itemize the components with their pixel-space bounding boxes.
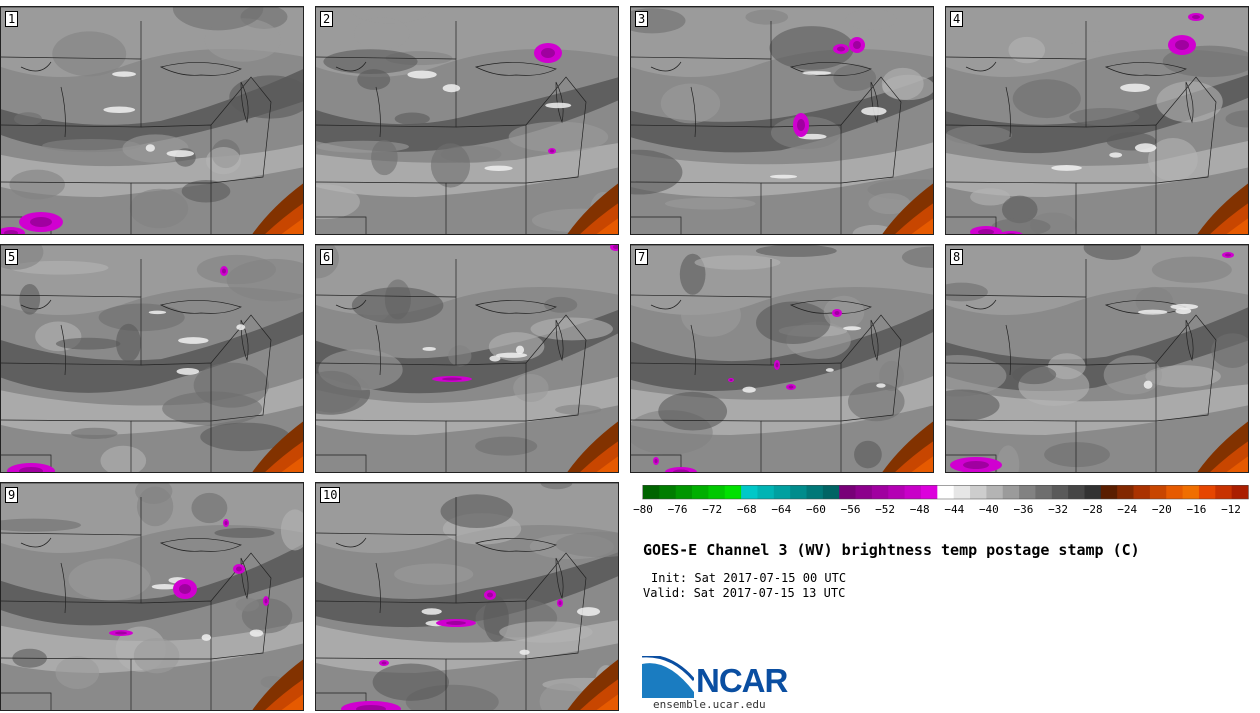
colorbar-tick-label: −16 (1186, 503, 1207, 516)
init-time: Init: Sat 2017-07-15 00 UTC (651, 571, 847, 585)
site-url: ensemble.ucar.edu (653, 698, 766, 711)
colorbar-bin (1051, 485, 1069, 499)
colorbar-tick-label: −68 (736, 503, 757, 516)
wv-map-2 (316, 7, 618, 234)
colorbar-bin (741, 485, 758, 499)
colorbar-tick-label: −56 (840, 503, 861, 516)
stamp-panel-9: 9 (0, 482, 304, 711)
colorbar-bin (806, 485, 824, 499)
ncar-logo-icon (642, 656, 694, 698)
colorbar-bin (1019, 485, 1036, 499)
wv-map-4 (946, 7, 1248, 234)
member-number: 4 (950, 11, 964, 27)
wv-map-9 (1, 483, 303, 710)
stamp-panel-10: 10 (315, 482, 619, 711)
member-number: 5 (5, 249, 19, 265)
wv-map-3 (631, 7, 933, 234)
ncar-wordmark: NCAR (696, 662, 788, 699)
colorbar-tick-label: −20 (1151, 503, 1172, 516)
colorbar-bin (1068, 485, 1085, 499)
plot-title: GOES-E Channel 3 (WV) brightness temp po… (643, 541, 1140, 559)
colorbar-bin (1166, 485, 1183, 499)
colorbar-tick-label: −36 (1013, 503, 1034, 516)
stamp-panel-7: 7 (630, 244, 934, 473)
member-number: 8 (950, 249, 964, 265)
colorbar-bin (757, 485, 775, 499)
colorbar-tick-label: −12 (1221, 503, 1241, 516)
wv-map-6 (316, 245, 618, 472)
colorbar-bin (1100, 485, 1118, 499)
colorbar-bin (675, 485, 693, 499)
colorbar-tick-label: −32 (1048, 503, 1068, 516)
colorbar-bin (1035, 485, 1053, 499)
colorbar-bin (643, 485, 660, 499)
colorbar-bin (1149, 485, 1167, 499)
stamp-panel-2: 2 (315, 6, 619, 235)
stamp-panel-4: 4 (945, 6, 1249, 235)
colorbar-tick-label: −44 (944, 503, 965, 516)
member-number: 9 (5, 487, 19, 503)
member-number: 3 (635, 11, 649, 27)
member-number: 1 (5, 11, 19, 27)
colorbar-bin (708, 485, 726, 499)
colorbar-tick-label: −48 (909, 503, 930, 516)
member-number: 7 (635, 249, 649, 265)
colorbar-bin (1084, 485, 1102, 499)
colorbar-bin (871, 485, 889, 499)
colorbar-bin (659, 485, 677, 499)
colorbar-tick-label: −60 (806, 503, 826, 516)
colorbar-bin (773, 485, 791, 499)
colorbar-tick-label: −28 (1082, 503, 1103, 516)
stamp-panel-6: 6 (315, 244, 619, 473)
colorbar-tick-label: −72 (702, 503, 723, 516)
colorbar-bin (839, 485, 856, 499)
colorbar-bin (953, 485, 971, 499)
colorbar-bin (1002, 485, 1020, 499)
member-number: 6 (320, 249, 334, 265)
colorbar-tick-label: −76 (667, 503, 688, 516)
stamp-panel-5: 5 (0, 244, 304, 473)
colorbar-bin (1133, 485, 1151, 499)
colorbar-tick-label: −52 (875, 503, 896, 516)
valid-time: Valid: Sat 2017-07-15 13 UTC (643, 586, 846, 600)
colorbar-tick-label: −24 (1117, 503, 1138, 516)
colorbar-bin (1182, 485, 1200, 499)
stamp-panel-3: 3 (630, 6, 934, 235)
member-number: 2 (320, 11, 334, 27)
colorbar-bin (790, 485, 807, 499)
colorbar-bin (904, 485, 922, 499)
colorbar (642, 485, 1249, 500)
colorbar-bin (822, 485, 840, 499)
stamp-panel-1: 1 (0, 6, 304, 235)
colorbar-bin (937, 485, 955, 499)
wv-map-8 (946, 245, 1248, 472)
colorbar-bin (888, 485, 906, 499)
wv-map-5 (1, 245, 303, 472)
wv-map-1 (1, 7, 303, 234)
member-number: 10 (320, 487, 341, 503)
colorbar-bin (970, 485, 987, 499)
stamp-panel-8: 8 (945, 244, 1249, 473)
wv-map-10 (316, 483, 618, 710)
colorbar-tick-label: −80 (633, 503, 653, 516)
colorbar-bin (986, 485, 1004, 499)
colorbar-bin (1231, 485, 1249, 499)
colorbar-tick-label: −64 (771, 503, 792, 516)
colorbar-tick-label: −40 (978, 503, 999, 516)
colorbar-bin (1198, 485, 1216, 499)
colorbar-bin (855, 485, 873, 499)
wv-map-7 (631, 245, 933, 472)
colorbar-bin (1117, 485, 1134, 499)
colorbar-bin (692, 485, 709, 499)
colorbar-bin (724, 485, 742, 499)
colorbar-bin (1215, 485, 1233, 499)
colorbar-bin (920, 485, 938, 499)
